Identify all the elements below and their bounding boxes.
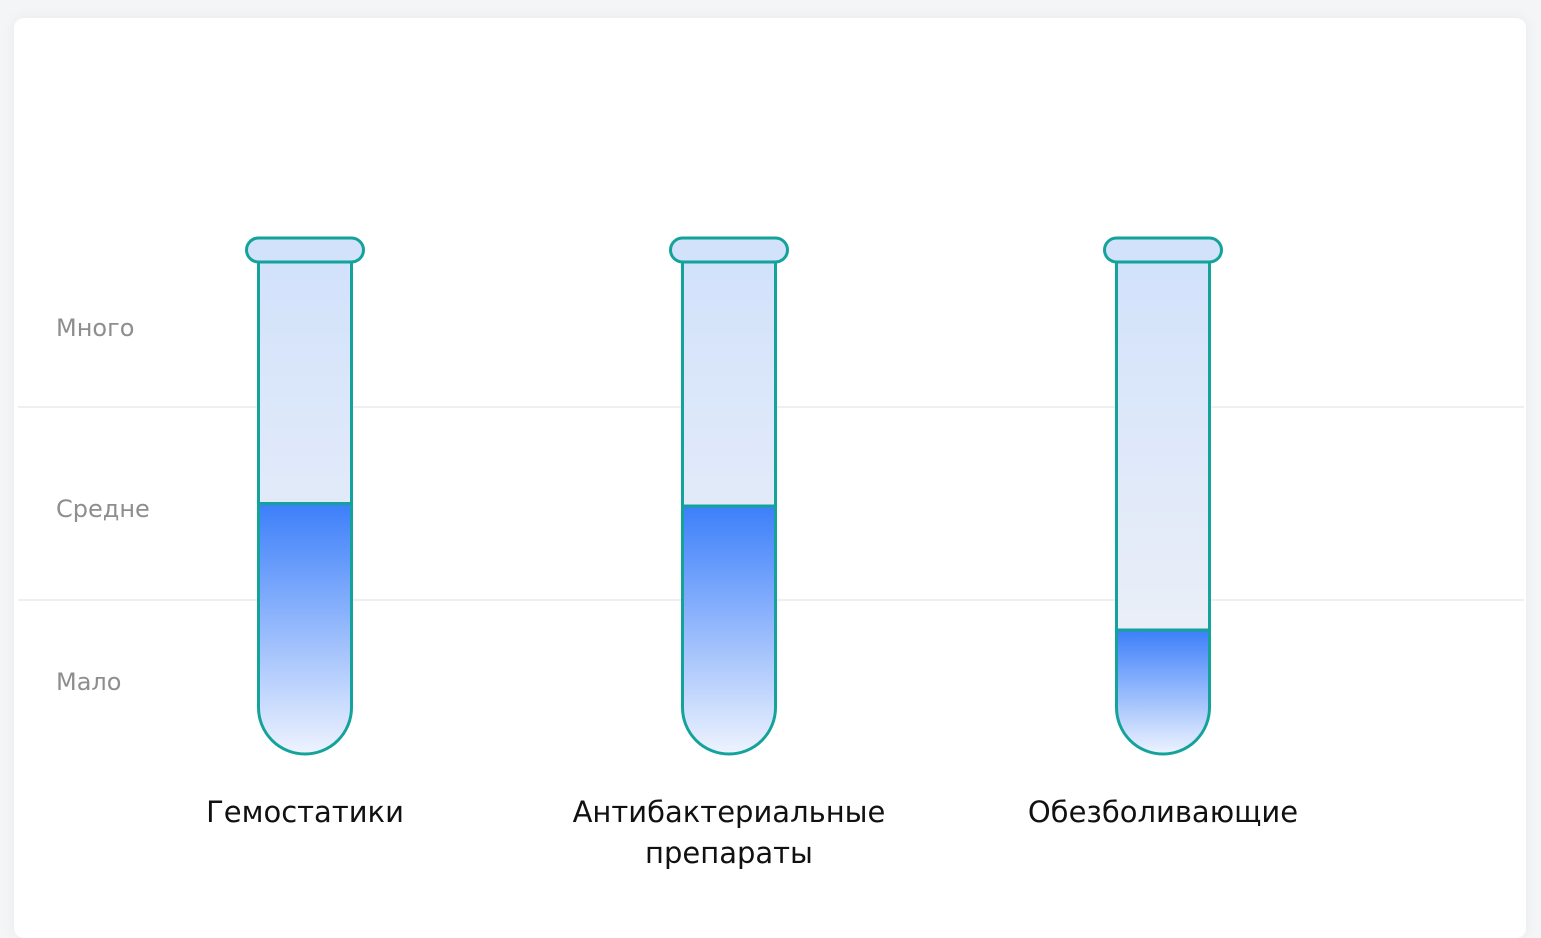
tube-liquid-bar (1116, 630, 1210, 754)
tube-1: Гемостатики (206, 236, 404, 829)
tube-2: Антибактериальные препараты (573, 236, 886, 870)
tube-outline (681, 260, 777, 756)
tube-outline (1115, 260, 1211, 756)
tube-liquid-bar (258, 503, 352, 754)
category-label: Гемостатики (206, 795, 404, 829)
level-label-mid: Средне (56, 495, 150, 523)
tube-3: Обезболивающие (1028, 236, 1298, 829)
level-label-high: Много (56, 314, 134, 342)
tube-cap (669, 236, 789, 264)
tube-cap (245, 236, 365, 264)
tube-cap (1103, 236, 1223, 264)
category-label: Обезболивающие (1028, 795, 1298, 829)
tubes-group: Гемостатики Антибактериальные препараты Обе… (206, 236, 1298, 870)
category-label: Антибактериальные (573, 795, 886, 829)
level-label-low: Мало (56, 668, 121, 696)
tube-liquid-bar (682, 506, 776, 754)
tube-outline (257, 260, 353, 756)
category-label: препараты (645, 836, 813, 870)
